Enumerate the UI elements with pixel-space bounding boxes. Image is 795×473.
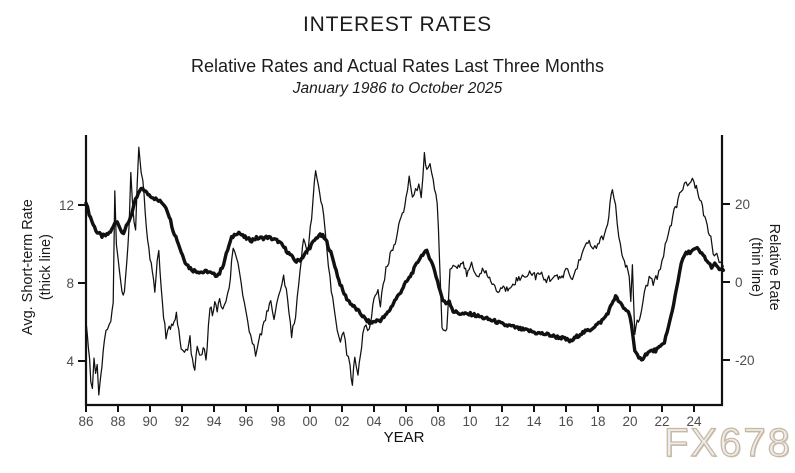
- x-axis-tick-label: 86: [78, 414, 93, 429]
- x-axis-tick-label: 08: [430, 414, 445, 429]
- axis-frame: [84, 135, 724, 407]
- x-axis-tick-label: 00: [302, 414, 317, 429]
- x-axis-tick-label: 98: [270, 414, 285, 429]
- x-axis-tick-label: 02: [334, 414, 349, 429]
- chart-period-range: January 1986 to October 2025: [292, 80, 503, 97]
- chart-header: INTEREST RATES Relative Rates and Actual…: [0, 13, 795, 98]
- right-axis-tick-label: 20: [735, 197, 750, 212]
- right-axis-tick-label: -20: [735, 353, 755, 368]
- watermark-fx678: FX678: [663, 420, 792, 465]
- series-relative-rate: [85, 146, 724, 396]
- x-axis-tick-label: 16: [558, 414, 573, 429]
- left-axis-tick-label: 4: [66, 354, 74, 369]
- x-axis-tick-label: 22: [654, 414, 669, 429]
- x-axis-tick-label: 90: [142, 414, 157, 429]
- x-axis-tick-label: 18: [590, 414, 605, 429]
- x-axis-tick-label: 92: [174, 414, 189, 429]
- x-axis-tick-label: 24: [686, 414, 702, 429]
- page-title: INTEREST RATES: [303, 13, 492, 36]
- x-axis-tick-label: 12: [494, 414, 509, 429]
- x-axis-tick-label: 10: [462, 414, 477, 429]
- x-axis-tick-label: 04: [366, 414, 382, 429]
- x-axis-tick-label: 14: [526, 414, 542, 429]
- x-axis-tick-label: 96: [238, 414, 253, 429]
- series-avg-short-term-rate: [84, 186, 725, 362]
- x-axis-title: YEAR: [384, 429, 425, 446]
- right-axis-tick-label: 0: [735, 275, 743, 290]
- x-axis-tick-label: 06: [398, 414, 413, 429]
- x-axis-tick-label: 94: [206, 414, 222, 429]
- x-axis-tick-label: 88: [110, 414, 125, 429]
- chart-subtitle: Relative Rates and Actual Rates Last Thr…: [191, 56, 604, 76]
- x-axis-tick-label: 20: [622, 414, 637, 429]
- left-axis-tick-label: 8: [66, 276, 74, 291]
- left-axis-tick-label: 12: [59, 198, 74, 213]
